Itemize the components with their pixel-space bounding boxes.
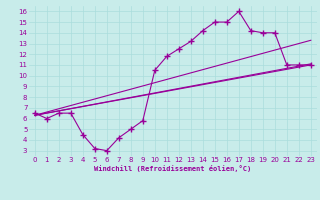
X-axis label: Windchill (Refroidissement éolien,°C): Windchill (Refroidissement éolien,°C) (94, 165, 252, 172)
